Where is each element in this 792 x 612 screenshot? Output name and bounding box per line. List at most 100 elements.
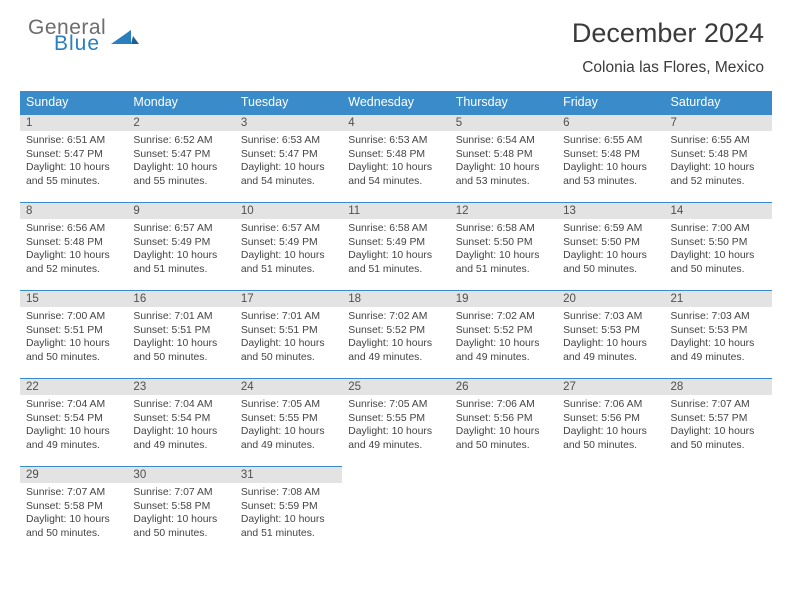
sunrise-line: Sunrise: 7:05 AM bbox=[241, 398, 338, 412]
daylight-line: Daylight: 10 hours and 49 minutes. bbox=[456, 337, 553, 364]
sunrise-line: Sunrise: 7:07 AM bbox=[26, 486, 123, 500]
calendar-cell: 19Sunrise: 7:02 AMSunset: 5:52 PMDayligh… bbox=[450, 291, 557, 379]
day-info: Sunrise: 7:07 AMSunset: 5:58 PMDaylight:… bbox=[20, 483, 127, 542]
calendar-cell: 11Sunrise: 6:58 AMSunset: 5:49 PMDayligh… bbox=[342, 203, 449, 291]
daylight-line: Daylight: 10 hours and 54 minutes. bbox=[241, 161, 338, 188]
day-info: Sunrise: 6:57 AMSunset: 5:49 PMDaylight:… bbox=[127, 219, 234, 278]
day-number: 28 bbox=[665, 379, 772, 395]
sunset-line: Sunset: 5:51 PM bbox=[241, 324, 338, 338]
weekday-header: Wednesday bbox=[342, 91, 449, 115]
day-number: 1 bbox=[20, 115, 127, 131]
day-number: 30 bbox=[127, 467, 234, 483]
calendar-cell: 28Sunrise: 7:07 AMSunset: 5:57 PMDayligh… bbox=[665, 379, 772, 467]
brand-logo: General Blue bbox=[28, 18, 139, 54]
day-info: Sunrise: 7:00 AMSunset: 5:50 PMDaylight:… bbox=[665, 219, 772, 278]
day-number: 27 bbox=[557, 379, 664, 395]
day-info: Sunrise: 7:05 AMSunset: 5:55 PMDaylight:… bbox=[342, 395, 449, 454]
calendar-cell: 2Sunrise: 6:52 AMSunset: 5:47 PMDaylight… bbox=[127, 115, 234, 203]
day-info: Sunrise: 7:06 AMSunset: 5:56 PMDaylight:… bbox=[450, 395, 557, 454]
calendar-cell: 31Sunrise: 7:08 AMSunset: 5:59 PMDayligh… bbox=[235, 467, 342, 555]
sunrise-line: Sunrise: 6:57 AM bbox=[133, 222, 230, 236]
day-number: 29 bbox=[20, 467, 127, 483]
daylight-line: Daylight: 10 hours and 50 minutes. bbox=[563, 249, 660, 276]
calendar-cell: 22Sunrise: 7:04 AMSunset: 5:54 PMDayligh… bbox=[20, 379, 127, 467]
day-info: Sunrise: 6:56 AMSunset: 5:48 PMDaylight:… bbox=[20, 219, 127, 278]
daylight-line: Daylight: 10 hours and 49 minutes. bbox=[133, 425, 230, 452]
calendar-cell: 18Sunrise: 7:02 AMSunset: 5:52 PMDayligh… bbox=[342, 291, 449, 379]
sunrise-line: Sunrise: 7:04 AM bbox=[26, 398, 123, 412]
day-number: 17 bbox=[235, 291, 342, 307]
weekday-header: Friday bbox=[557, 91, 664, 115]
day-info: Sunrise: 7:03 AMSunset: 5:53 PMDaylight:… bbox=[557, 307, 664, 366]
sunrise-line: Sunrise: 7:00 AM bbox=[26, 310, 123, 324]
sunrise-line: Sunrise: 7:07 AM bbox=[133, 486, 230, 500]
day-info: Sunrise: 6:58 AMSunset: 5:49 PMDaylight:… bbox=[342, 219, 449, 278]
day-info: Sunrise: 7:05 AMSunset: 5:55 PMDaylight:… bbox=[235, 395, 342, 454]
sunrise-line: Sunrise: 7:03 AM bbox=[671, 310, 768, 324]
daylight-line: Daylight: 10 hours and 53 minutes. bbox=[456, 161, 553, 188]
sunset-line: Sunset: 5:59 PM bbox=[241, 500, 338, 514]
day-number: 15 bbox=[20, 291, 127, 307]
weekday-header: Sunday bbox=[20, 91, 127, 115]
brand-line2: Blue bbox=[54, 34, 106, 54]
day-info: Sunrise: 7:01 AMSunset: 5:51 PMDaylight:… bbox=[235, 307, 342, 366]
day-number: 23 bbox=[127, 379, 234, 395]
sunset-line: Sunset: 5:53 PM bbox=[671, 324, 768, 338]
daylight-line: Daylight: 10 hours and 50 minutes. bbox=[133, 513, 230, 540]
weekday-header: Monday bbox=[127, 91, 234, 115]
day-number: 5 bbox=[450, 115, 557, 131]
daylight-line: Daylight: 10 hours and 50 minutes. bbox=[26, 513, 123, 540]
daylight-line: Daylight: 10 hours and 50 minutes. bbox=[671, 425, 768, 452]
calendar-cell: 16Sunrise: 7:01 AMSunset: 5:51 PMDayligh… bbox=[127, 291, 234, 379]
weekday-header: Tuesday bbox=[235, 91, 342, 115]
sunset-line: Sunset: 5:54 PM bbox=[133, 412, 230, 426]
sunrise-line: Sunrise: 6:57 AM bbox=[241, 222, 338, 236]
day-number: 7 bbox=[665, 115, 772, 131]
location: Colonia las Flores, Mexico bbox=[572, 59, 764, 77]
calendar-cell: 27Sunrise: 7:06 AMSunset: 5:56 PMDayligh… bbox=[557, 379, 664, 467]
daylight-line: Daylight: 10 hours and 49 minutes. bbox=[348, 425, 445, 452]
calendar-cell: 9Sunrise: 6:57 AMSunset: 5:49 PMDaylight… bbox=[127, 203, 234, 291]
day-info: Sunrise: 6:54 AMSunset: 5:48 PMDaylight:… bbox=[450, 131, 557, 190]
sunrise-line: Sunrise: 7:06 AM bbox=[456, 398, 553, 412]
day-info: Sunrise: 7:02 AMSunset: 5:52 PMDaylight:… bbox=[450, 307, 557, 366]
sunset-line: Sunset: 5:51 PM bbox=[26, 324, 123, 338]
daylight-line: Daylight: 10 hours and 52 minutes. bbox=[26, 249, 123, 276]
calendar-cell: 20Sunrise: 7:03 AMSunset: 5:53 PMDayligh… bbox=[557, 291, 664, 379]
sunset-line: Sunset: 5:48 PM bbox=[563, 148, 660, 162]
sunset-line: Sunset: 5:50 PM bbox=[456, 236, 553, 250]
sunrise-line: Sunrise: 7:00 AM bbox=[671, 222, 768, 236]
sunrise-line: Sunrise: 6:58 AM bbox=[456, 222, 553, 236]
daylight-line: Daylight: 10 hours and 49 minutes. bbox=[348, 337, 445, 364]
calendar-body: 1Sunrise: 6:51 AMSunset: 5:47 PMDaylight… bbox=[20, 115, 772, 555]
daylight-line: Daylight: 10 hours and 53 minutes. bbox=[563, 161, 660, 188]
calendar-cell: 30Sunrise: 7:07 AMSunset: 5:58 PMDayligh… bbox=[127, 467, 234, 555]
sunset-line: Sunset: 5:49 PM bbox=[241, 236, 338, 250]
sunrise-line: Sunrise: 6:55 AM bbox=[671, 134, 768, 148]
daylight-line: Daylight: 10 hours and 50 minutes. bbox=[563, 425, 660, 452]
calendar-cell-empty bbox=[665, 467, 772, 555]
sunrise-line: Sunrise: 7:07 AM bbox=[671, 398, 768, 412]
calendar-cell: 24Sunrise: 7:05 AMSunset: 5:55 PMDayligh… bbox=[235, 379, 342, 467]
daylight-line: Daylight: 10 hours and 49 minutes. bbox=[26, 425, 123, 452]
sunrise-line: Sunrise: 7:01 AM bbox=[133, 310, 230, 324]
sunrise-line: Sunrise: 7:01 AM bbox=[241, 310, 338, 324]
day-info: Sunrise: 7:06 AMSunset: 5:56 PMDaylight:… bbox=[557, 395, 664, 454]
calendar-cell: 14Sunrise: 7:00 AMSunset: 5:50 PMDayligh… bbox=[665, 203, 772, 291]
day-info: Sunrise: 6:53 AMSunset: 5:47 PMDaylight:… bbox=[235, 131, 342, 190]
sunrise-line: Sunrise: 7:02 AM bbox=[348, 310, 445, 324]
calendar-cell: 7Sunrise: 6:55 AMSunset: 5:48 PMDaylight… bbox=[665, 115, 772, 203]
daylight-line: Daylight: 10 hours and 49 minutes. bbox=[671, 337, 768, 364]
day-number: 14 bbox=[665, 203, 772, 219]
brand-triangle-icon bbox=[111, 26, 139, 48]
daylight-line: Daylight: 10 hours and 49 minutes. bbox=[563, 337, 660, 364]
weekday-header: Saturday bbox=[665, 91, 772, 115]
day-info: Sunrise: 6:59 AMSunset: 5:50 PMDaylight:… bbox=[557, 219, 664, 278]
daylight-line: Daylight: 10 hours and 50 minutes. bbox=[241, 337, 338, 364]
calendar-cell: 25Sunrise: 7:05 AMSunset: 5:55 PMDayligh… bbox=[342, 379, 449, 467]
calendar-cell: 8Sunrise: 6:56 AMSunset: 5:48 PMDaylight… bbox=[20, 203, 127, 291]
sunset-line: Sunset: 5:58 PM bbox=[26, 500, 123, 514]
calendar-week: 8Sunrise: 6:56 AMSunset: 5:48 PMDaylight… bbox=[20, 203, 772, 291]
sunrise-line: Sunrise: 6:51 AM bbox=[26, 134, 123, 148]
sunrise-line: Sunrise: 6:59 AM bbox=[563, 222, 660, 236]
